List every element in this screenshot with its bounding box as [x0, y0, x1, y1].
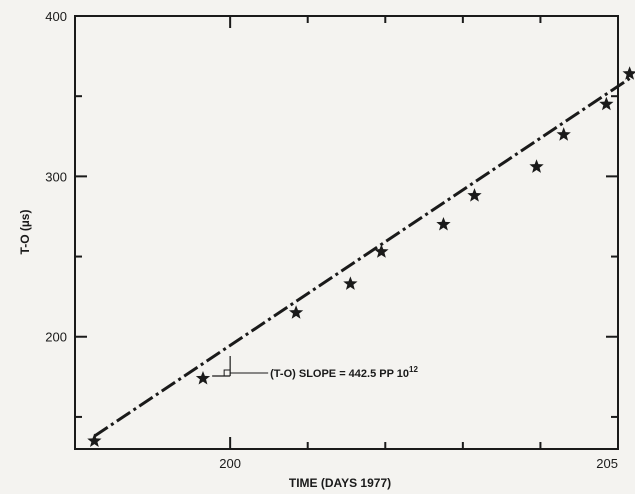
slope-annotation-superscript: 12: [409, 365, 418, 374]
data-point: [556, 127, 571, 141]
slope-annotation-text: (T-O) SLOPE = 442.5 PP 10: [270, 368, 409, 380]
data-points: [87, 66, 635, 448]
axis-ticks: [75, 15, 619, 449]
data-point: [343, 276, 358, 290]
y-tick-label: 400: [45, 9, 67, 24]
x-tick-label: 200: [219, 456, 241, 471]
tick-labels: 200 300 400 200 205: [45, 9, 618, 471]
x-axis-title: TIME (DAYS 1977): [289, 476, 391, 490]
y-axis-title: T-O (µs): [18, 210, 32, 255]
data-point: [599, 96, 614, 111]
y-tick-label: 200: [45, 330, 67, 345]
data-point: [87, 433, 102, 448]
fit-line: [93, 77, 631, 438]
slope-annotation: (T-O) SLOPE = 442.5 PP 1012: [270, 365, 418, 380]
y-tick-label: 300: [45, 169, 67, 184]
data-point: [288, 305, 304, 319]
data-point: [529, 159, 544, 173]
data-point: [436, 216, 451, 231]
plot-frame: [74, 15, 619, 450]
data-point: [195, 370, 211, 385]
x-tick-label: 205: [596, 456, 618, 471]
data-point: [622, 66, 635, 80]
data-point: [374, 244, 389, 258]
slope-triangle: [212, 356, 269, 377]
right-angle-mark: [223, 369, 231, 377]
data-point: [467, 188, 482, 202]
